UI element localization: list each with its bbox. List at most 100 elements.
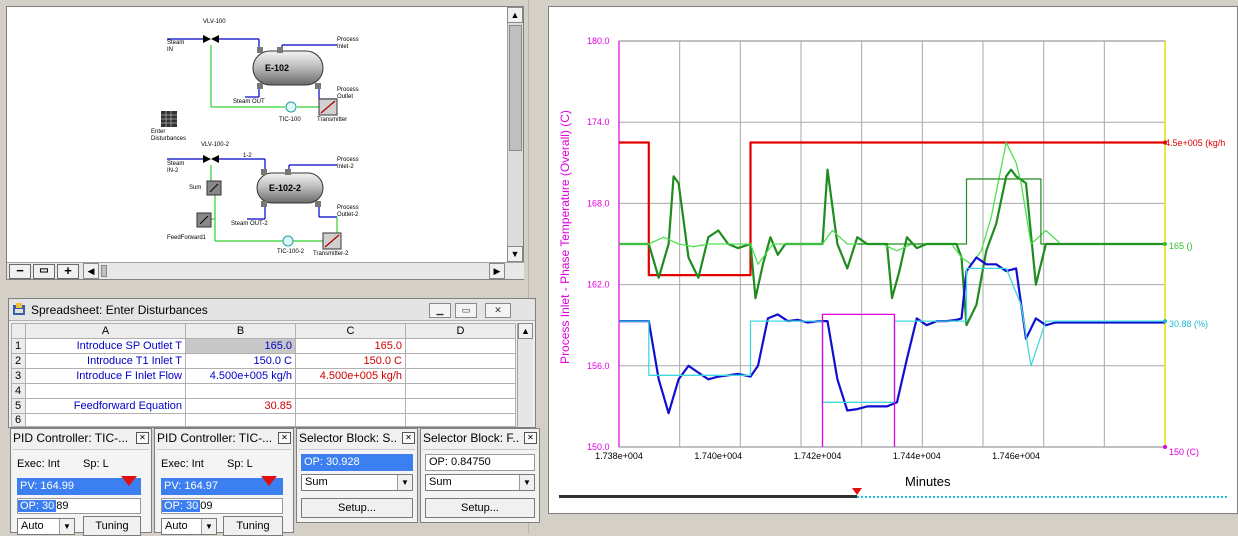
series-line-dark_green [619, 168, 1165, 327]
cell[interactable]: 150.0 C [185, 353, 296, 369]
mode-select[interactable]: Auto ▼ [161, 518, 217, 535]
pfd-vertical-scrollbar[interactable]: ▲ ▼ [507, 7, 523, 263]
table-row: 5 Feedforward Equation 30.85 [11, 398, 516, 414]
cell[interactable] [295, 383, 406, 399]
vlv100-label: VLV-100 [203, 19, 226, 25]
row-number: 3 [11, 368, 26, 384]
setup-button[interactable]: Setup... [425, 498, 535, 518]
pv-value[interactable]: PV: 164.99 [17, 478, 141, 495]
spreadsheet-title: Spreadsheet: Enter Disturbances [31, 303, 208, 317]
trend-scrollbar[interactable] [549, 488, 1237, 499]
column-header[interactable]: C [295, 323, 406, 339]
cell[interactable] [25, 413, 186, 427]
op-value[interactable]: OP: 30 09 [161, 498, 283, 514]
close-icon[interactable]: ✕ [278, 432, 291, 444]
cell[interactable] [405, 383, 516, 399]
scroll-left-icon[interactable]: ◀ [83, 263, 99, 279]
maximize-icon[interactable]: ▭ [455, 303, 477, 318]
mode-select[interactable]: Auto ▼ [17, 518, 75, 535]
cell[interactable]: 150.0 C [295, 353, 406, 369]
cell[interactable]: Introduce T1 Inlet T [25, 353, 186, 369]
cell[interactable] [405, 353, 516, 369]
cell[interactable] [25, 383, 186, 399]
scroll-up-icon[interactable]: ▲ [507, 7, 523, 23]
tic100-2-label: TIC-100-2 [277, 249, 305, 255]
scroll-right-icon[interactable]: ▶ [489, 263, 505, 279]
process-outlet-label: Process Outlet [337, 87, 359, 100]
trend-plot: 150.0 156.0 162.0 168.0 174.0 180.0 1.738e+004… [558, 36, 1225, 489]
pfd-canvas[interactable]: E-102 VLV-100 Steam IN Process Inlet Pro… [6, 6, 524, 280]
spreadsheet-titlebar[interactable]: Spreadsheet: Enter Disturbances ▁ ▭ ✕ [9, 299, 535, 321]
table-row: 2 Introduce T1 Inlet T 150.0 C 150.0 C [11, 353, 516, 369]
cell[interactable]: Introduce F Inlet Flow [25, 368, 186, 384]
cell[interactable]: 4.500e+005 kg/h [185, 368, 296, 384]
cell[interactable] [405, 338, 516, 354]
pfd-horizontal-scrollbar[interactable]: − ▭ + ◀ ▶ [7, 262, 524, 279]
cell[interactable] [295, 413, 406, 427]
series-end-marker [1163, 319, 1167, 324]
faceplate-title[interactable]: Selector Block: S... [299, 431, 397, 445]
mode-select[interactable]: Sum ▼ [425, 474, 535, 491]
mode-select[interactable]: Sum ▼ [301, 474, 413, 491]
faceplate-title[interactable]: PID Controller: TIC-... [157, 431, 273, 445]
tuning-button[interactable]: Tuning [83, 516, 141, 536]
row-number: 1 [11, 338, 26, 354]
cell[interactable] [185, 383, 296, 399]
pfd-hscroll-thumb[interactable] [101, 265, 107, 277]
column-header[interactable]: B [185, 323, 296, 339]
pfd-vscroll-thumb[interactable] [509, 25, 522, 151]
horizontal-splitter[interactable] [6, 283, 524, 289]
trend-marker-icon[interactable] [852, 488, 862, 495]
cell[interactable]: Feedforward Equation [25, 398, 186, 414]
selector-block-faceplate-2: Selector Block: F... ✕ OP: 0.84750 Sum ▼ … [420, 428, 540, 523]
op-value[interactable]: OP: 30.928 [301, 454, 413, 471]
column-header[interactable]: A [25, 323, 186, 339]
scroll-up-icon[interactable]: ▲ [518, 323, 533, 339]
y-axis-label: Process Inlet - Phase Temperature (Overa… [558, 110, 572, 364]
zoom-fit-button[interactable]: ▭ [33, 264, 55, 279]
exec-label: Exec: Int [161, 458, 204, 470]
cell[interactable] [405, 413, 516, 427]
close-icon[interactable]: ✕ [136, 432, 149, 444]
minimize-icon[interactable]: ▁ [429, 303, 451, 318]
cell[interactable]: Introduce SP Outlet T [25, 338, 186, 354]
setup-button[interactable]: Setup... [301, 498, 413, 518]
zoom-out-button[interactable]: − [9, 264, 31, 279]
table-row: 3 Introduce F Inlet Flow 4.500e+005 kg/h… [11, 368, 516, 384]
e102-label: E-102 [265, 63, 290, 73]
chevron-down-icon: ▼ [397, 475, 412, 490]
sp-label: Sp: L [227, 458, 253, 470]
op-value[interactable]: OP: 30 89 [17, 498, 141, 514]
faceplate-title[interactable]: PID Controller: TIC-... [13, 431, 129, 445]
x-tick-label: 1.738e+004 [595, 451, 643, 461]
spreadsheet-scrollbar[interactable]: ▲ [517, 323, 533, 427]
cell[interactable]: 165.0 [185, 338, 296, 354]
cell[interactable] [185, 413, 296, 427]
tuning-button[interactable]: Tuning [223, 516, 283, 536]
spreadsheet-grid: A B C D 1 Introduce SP Outlet T 165.0 16… [11, 323, 516, 427]
transmitter2-label: Transmitter-2 [313, 251, 349, 257]
right-label-bottom: 150 (C) [1169, 447, 1199, 457]
cell[interactable] [405, 398, 516, 414]
cell[interactable]: 30.85 [185, 398, 296, 414]
cell[interactable] [295, 398, 406, 414]
faceplate-title[interactable]: Selector Block: F... [423, 431, 519, 445]
scroll-down-icon[interactable]: ▼ [507, 246, 523, 262]
series-end-marker [1163, 140, 1167, 145]
x-tick-label: 1.746e+004 [992, 451, 1040, 461]
cell[interactable]: 165.0 [295, 338, 406, 354]
cell[interactable] [405, 368, 516, 384]
trend-chart[interactable]: 150.0 156.0 162.0 168.0 174.0 180.0 1.738e+004… [548, 6, 1238, 514]
pid-controller-faceplate-2: PID Controller: TIC-... ✕ Exec: Int Sp: … [154, 428, 294, 536]
pid-controller-faceplate-1: PID Controller: TIC-... ✕ Exec: Int Sp: … [10, 428, 152, 536]
vertical-splitter[interactable] [528, 0, 536, 533]
close-icon[interactable]: ✕ [524, 432, 537, 444]
right-label-cyan: 30.88 (%) [1169, 319, 1208, 329]
op-value[interactable]: OP: 0.84750 [425, 454, 535, 471]
zoom-in-button[interactable]: + [57, 264, 79, 279]
cell[interactable]: 4.500e+005 kg/h [295, 368, 406, 384]
column-header[interactable]: D [405, 323, 516, 339]
close-icon[interactable]: ✕ [485, 303, 511, 318]
close-icon[interactable]: ✕ [402, 432, 415, 444]
pv-value[interactable]: PV: 164.97 [161, 478, 283, 495]
